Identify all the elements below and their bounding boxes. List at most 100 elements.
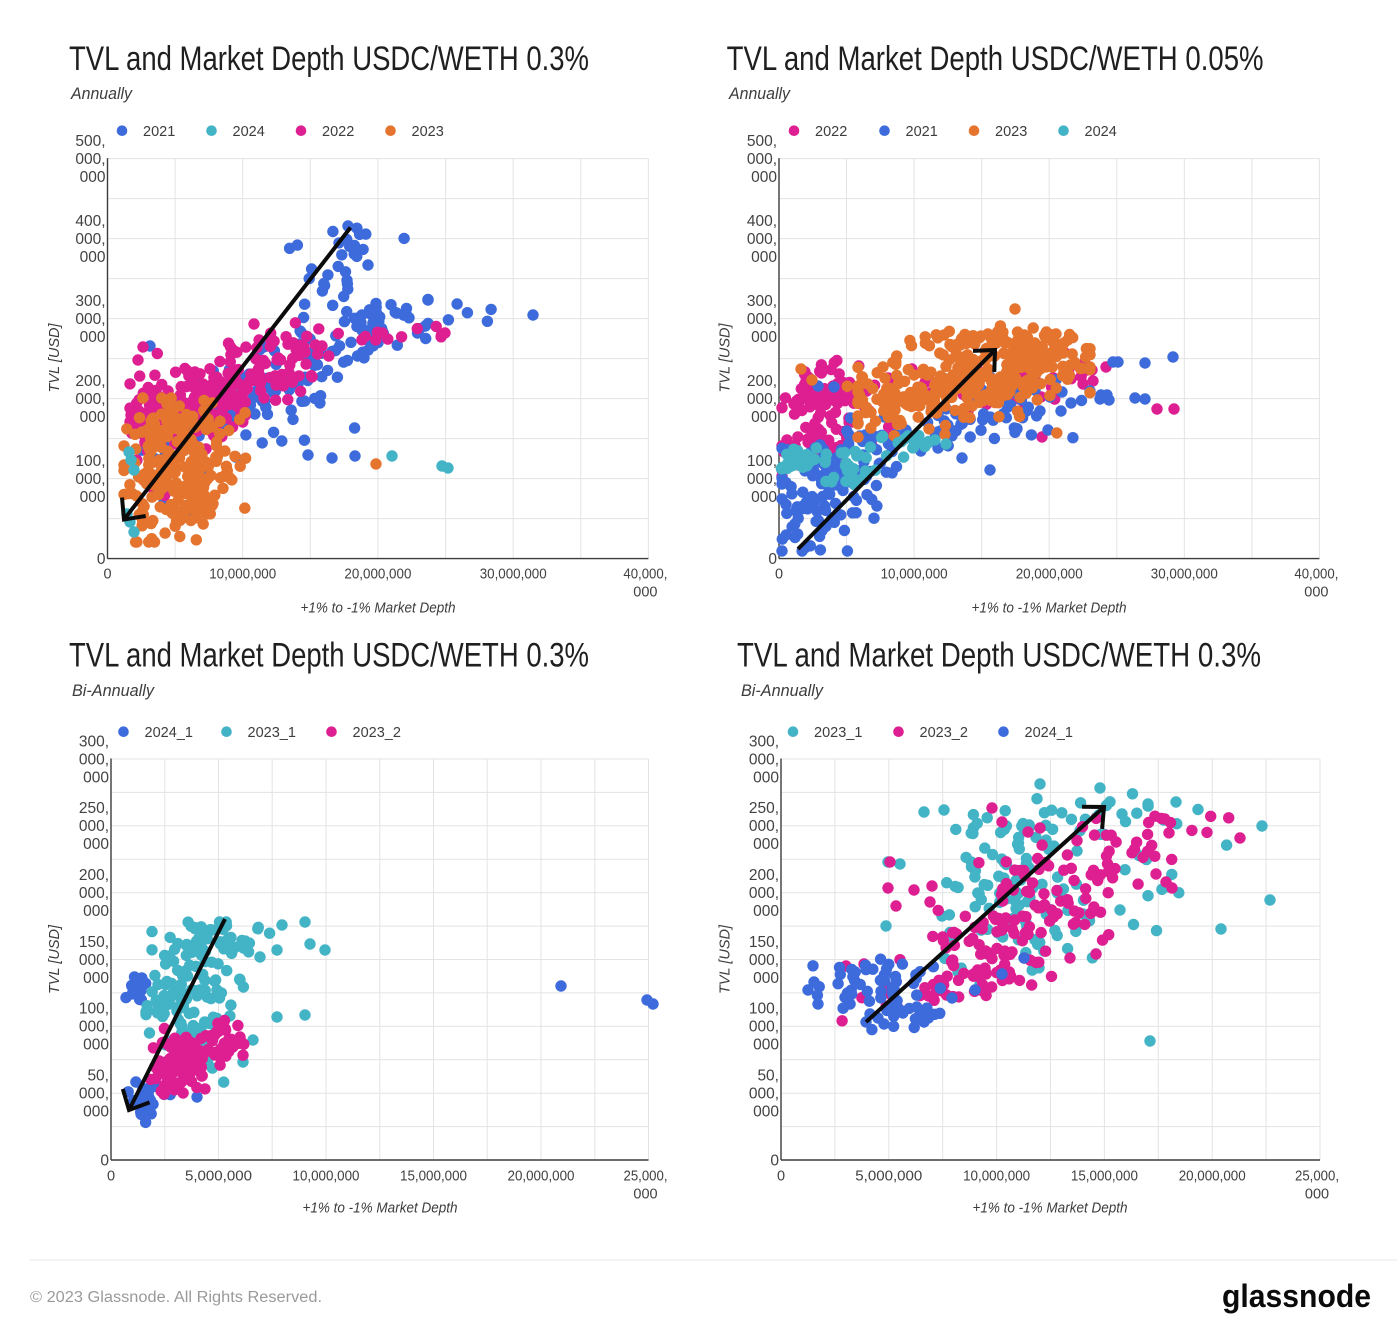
svg-text:15,000,000: 15,000,000 <box>400 1169 467 1185</box>
svg-text:Bi-Annually: Bi-Annually <box>72 681 155 700</box>
svg-text:5,000,000: 5,000,000 <box>855 1169 922 1185</box>
svg-text:100,: 100, <box>749 1001 779 1018</box>
svg-text:0: 0 <box>775 567 783 583</box>
svg-text:000: 000 <box>80 489 106 506</box>
svg-text:2023_1: 2023_1 <box>814 725 862 741</box>
svg-text:000: 000 <box>633 585 657 601</box>
svg-text:250,: 250, <box>79 800 109 817</box>
svg-text:000,: 000, <box>749 751 779 768</box>
svg-text:000: 000 <box>80 169 106 186</box>
svg-text:000: 000 <box>80 329 106 346</box>
svg-text:000,: 000, <box>79 952 109 969</box>
svg-text:2023: 2023 <box>995 124 1027 140</box>
svg-text:000,: 000, <box>75 311 105 328</box>
svg-text:20,000,000: 20,000,000 <box>1179 1169 1246 1185</box>
svg-text:50,: 50, <box>87 1068 109 1085</box>
svg-text:000: 000 <box>1304 585 1328 601</box>
svg-text:500,: 500, <box>747 133 777 150</box>
svg-text:10,000,000: 10,000,000 <box>293 1169 360 1185</box>
svg-text:TVL [USD]: TVL [USD] <box>718 924 734 994</box>
svg-text:glassnode: glassnode <box>1222 1278 1371 1314</box>
svg-text:000: 000 <box>753 903 779 920</box>
svg-text:2021: 2021 <box>143 124 175 140</box>
svg-text:0: 0 <box>100 1152 109 1169</box>
svg-text:000: 000 <box>753 970 779 987</box>
svg-text:+1% to -1% Market Depth: +1% to -1% Market Depth <box>303 1201 458 1217</box>
svg-text:TVL and Market Depth USDC/WETH: TVL and Market Depth USDC/WETH 0.3% <box>737 637 1261 675</box>
svg-text:Annually: Annually <box>728 84 791 103</box>
svg-text:300,: 300, <box>79 733 109 750</box>
svg-text:000: 000 <box>753 1104 779 1121</box>
svg-text:100,: 100, <box>75 453 105 470</box>
svg-text:20,000,000: 20,000,000 <box>1016 567 1083 583</box>
svg-text:Bi-Annually: Bi-Annually <box>741 681 824 700</box>
svg-text:0: 0 <box>107 1169 115 1185</box>
svg-text:000,: 000, <box>747 391 777 408</box>
svg-text:2023: 2023 <box>412 124 444 140</box>
svg-text:000: 000 <box>83 970 109 987</box>
svg-text:500,: 500, <box>75 133 105 150</box>
svg-text:100,: 100, <box>747 453 777 470</box>
svg-text:300,: 300, <box>75 293 105 310</box>
svg-text:000,: 000, <box>75 231 105 248</box>
svg-text:000: 000 <box>83 1104 109 1121</box>
svg-text:000,: 000, <box>79 1019 109 1036</box>
svg-text:000,: 000, <box>749 1086 779 1103</box>
svg-text:2023_2: 2023_2 <box>920 725 968 741</box>
svg-text:000,: 000, <box>75 151 105 168</box>
svg-text:15,000,000: 15,000,000 <box>1071 1169 1138 1185</box>
svg-text:000,: 000, <box>79 751 109 768</box>
svg-text:000,: 000, <box>79 1086 109 1103</box>
svg-text:150,: 150, <box>749 934 779 951</box>
svg-text:20,000,000: 20,000,000 <box>508 1169 575 1185</box>
svg-text:300,: 300, <box>749 733 779 750</box>
svg-text:000: 000 <box>633 1187 657 1203</box>
svg-text:000,: 000, <box>79 818 109 835</box>
svg-text:000,: 000, <box>749 1019 779 1036</box>
svg-text:20,000,000: 20,000,000 <box>344 567 411 583</box>
svg-text:30,000,000: 30,000,000 <box>1151 567 1218 583</box>
svg-text:000,: 000, <box>747 311 777 328</box>
svg-text:2024: 2024 <box>1085 124 1117 140</box>
svg-text:2024: 2024 <box>233 124 265 140</box>
svg-text:TVL [USD]: TVL [USD] <box>47 924 63 994</box>
svg-text:100,: 100, <box>79 1001 109 1018</box>
svg-text:250,: 250, <box>749 800 779 817</box>
svg-text:Annually: Annually <box>70 84 133 103</box>
svg-text:5,000,000: 5,000,000 <box>185 1169 252 1185</box>
svg-text:000: 000 <box>751 489 777 506</box>
svg-text:40,000,: 40,000, <box>1294 567 1338 583</box>
svg-text:200,: 200, <box>79 867 109 884</box>
svg-text:000: 000 <box>751 329 777 346</box>
svg-text:400,: 400, <box>747 213 777 230</box>
svg-text:400,: 400, <box>75 213 105 230</box>
svg-text:TVL and Market Depth USDC/WETH: TVL and Market Depth USDC/WETH 0.3% <box>69 637 589 675</box>
svg-text:000,: 000, <box>79 885 109 902</box>
svg-text:000,: 000, <box>75 471 105 488</box>
svg-text:10,000,000: 10,000,000 <box>881 567 948 583</box>
svg-text:2023_2: 2023_2 <box>353 725 401 741</box>
svg-text:000: 000 <box>83 769 109 786</box>
svg-text:2024_1: 2024_1 <box>145 725 193 741</box>
svg-text:0: 0 <box>103 567 111 583</box>
svg-text:40,000,: 40,000, <box>623 567 667 583</box>
svg-text:25,000,: 25,000, <box>1295 1169 1339 1185</box>
svg-text:TVL and Market Depth USDC/WETH: TVL and Market Depth USDC/WETH 0.3% <box>69 40 589 78</box>
svg-text:30,000,000: 30,000,000 <box>480 567 547 583</box>
svg-text:200,: 200, <box>749 867 779 884</box>
svg-text:000: 000 <box>80 249 106 266</box>
svg-text:150,: 150, <box>79 934 109 951</box>
svg-text:200,: 200, <box>75 373 105 390</box>
svg-text:000,: 000, <box>747 471 777 488</box>
svg-text:000: 000 <box>1305 1187 1329 1203</box>
svg-text:000,: 000, <box>75 391 105 408</box>
svg-text:TVL [USD]: TVL [USD] <box>718 323 734 393</box>
svg-text:2024_1: 2024_1 <box>1025 725 1073 741</box>
svg-text:0: 0 <box>770 1152 779 1169</box>
svg-text:000,: 000, <box>747 151 777 168</box>
svg-text:000,: 000, <box>749 952 779 969</box>
svg-text:TVL and Market Depth USDC/WETH: TVL and Market Depth USDC/WETH 0.05% <box>727 40 1264 78</box>
svg-text:000: 000 <box>751 409 777 426</box>
svg-text:000,: 000, <box>749 818 779 835</box>
svg-text:000: 000 <box>753 836 779 853</box>
